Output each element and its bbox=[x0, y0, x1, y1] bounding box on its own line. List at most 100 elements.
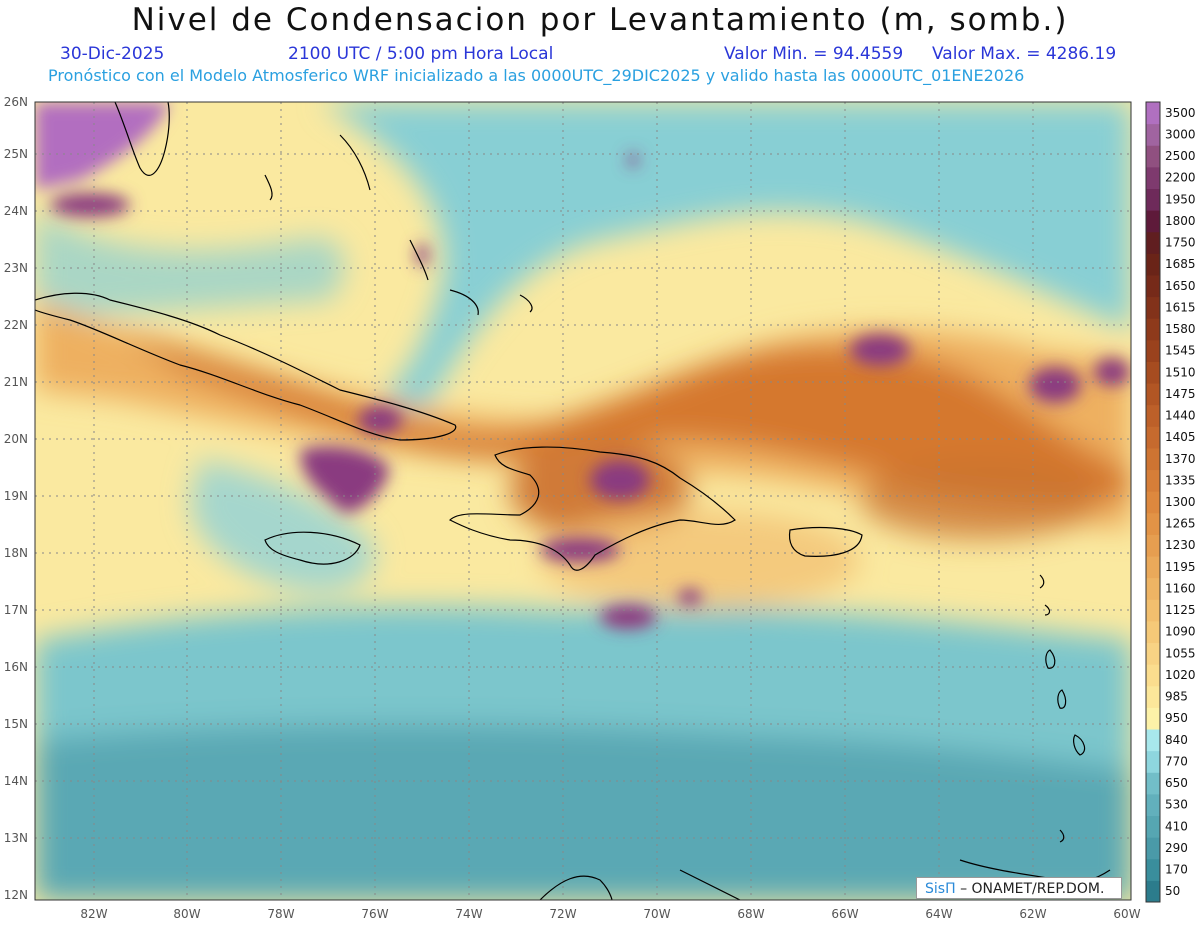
lon-tick: 70W bbox=[643, 907, 670, 921]
colorbar-swatch bbox=[1146, 123, 1160, 146]
lat-axis-labels: 12N 13N 14N 15N 16N 17N 18N 19N 20N 21N … bbox=[4, 95, 28, 902]
colorbar-swatch bbox=[1146, 512, 1160, 535]
colorbar-swatch bbox=[1146, 815, 1160, 838]
colorbar-label: 1685 bbox=[1165, 257, 1196, 271]
colorbar-swatch bbox=[1146, 253, 1160, 276]
puerto-rico-coast bbox=[788, 526, 863, 557]
colorbar-swatch bbox=[1146, 793, 1160, 817]
colorbar-swatch bbox=[1146, 534, 1160, 557]
lon-tick: 76W bbox=[361, 907, 388, 921]
colorbar-swatch bbox=[1146, 750, 1160, 773]
colorbar-label: 2500 bbox=[1165, 149, 1196, 163]
colorbar-label: 950 bbox=[1165, 711, 1188, 725]
lon-tick: 78W bbox=[267, 907, 294, 921]
lat-tick: 26N bbox=[4, 95, 28, 109]
colorbar-label: 2200 bbox=[1165, 171, 1196, 185]
colorbar-label: 1650 bbox=[1165, 279, 1196, 293]
colorbar-label: 1750 bbox=[1165, 236, 1196, 250]
credit-box: SisΠ – ONAMET/REP.DOM. bbox=[916, 877, 1122, 899]
jamaica-coast bbox=[264, 531, 361, 565]
colorbar-label: 1300 bbox=[1165, 495, 1196, 509]
lon-tick: 64W bbox=[925, 907, 952, 921]
hispaniola-coast bbox=[448, 446, 736, 571]
colorbar-label: 1580 bbox=[1165, 322, 1196, 336]
lon-tick: 80W bbox=[173, 907, 200, 921]
colorbar-label: 1545 bbox=[1165, 344, 1196, 358]
lat-tick: 13N bbox=[4, 831, 28, 845]
lon-tick: 60W bbox=[1113, 907, 1140, 921]
lat-tick: 20N bbox=[4, 432, 28, 446]
colorbar-swatch bbox=[1146, 577, 1160, 600]
colorbar-swatch bbox=[1146, 491, 1160, 514]
sispi-logo: SisΠ bbox=[925, 881, 956, 897]
colorbar-label: 170 bbox=[1165, 863, 1188, 877]
colorbar-label: 50 bbox=[1165, 884, 1180, 898]
cuba-coast bbox=[35, 292, 457, 441]
colorbar-swatch bbox=[1146, 296, 1160, 319]
colorbar-swatch bbox=[1146, 469, 1160, 492]
colorbar-label: 1475 bbox=[1165, 387, 1196, 401]
colorbar-swatch bbox=[1146, 426, 1160, 449]
colorbar-swatch bbox=[1146, 102, 1160, 125]
colorbar-swatch bbox=[1146, 642, 1160, 665]
lat-tick: 18N bbox=[4, 546, 28, 560]
colorbar-label: 650 bbox=[1165, 776, 1188, 790]
lat-tick: 15N bbox=[4, 717, 28, 731]
colorbar-swatch bbox=[1146, 231, 1160, 254]
lat-tick: 24N bbox=[4, 204, 28, 218]
colorbar-label: 1090 bbox=[1165, 625, 1196, 639]
lat-tick: 14N bbox=[4, 774, 28, 788]
florida-coast bbox=[114, 102, 170, 176]
lon-tick: 62W bbox=[1019, 907, 1046, 921]
colorbar-swatch bbox=[1146, 685, 1160, 708]
plot-frame bbox=[34, 101, 1132, 901]
colorbar-label: 985 bbox=[1165, 690, 1188, 704]
colorbar-label: 1405 bbox=[1165, 430, 1196, 444]
colorbar-swatch bbox=[1146, 729, 1160, 752]
chart-title: Nivel de Condensacion por Levantamiento … bbox=[131, 2, 1069, 38]
lon-tick: 66W bbox=[831, 907, 858, 921]
colorbar-swatch bbox=[1146, 707, 1160, 730]
colorbar-label: 410 bbox=[1165, 819, 1188, 833]
colorbar-label: 1125 bbox=[1165, 603, 1196, 617]
colorbar-swatch bbox=[1146, 339, 1160, 362]
lat-tick: 21N bbox=[4, 375, 28, 389]
colorbar: 50 170 290 410 530 650 770 840 950 985 1020 1055 109… bbox=[1145, 101, 1196, 903]
colorbar-swatch bbox=[1146, 404, 1160, 427]
colorbar-label: 1615 bbox=[1165, 300, 1196, 314]
shaded-field bbox=[35, 102, 1131, 900]
lon-axis-labels: 82W 80W 78W 76W 74W 72W 70W 68W 66W 64W … bbox=[80, 907, 1140, 921]
credit-text: – ONAMET/REP.DOM. bbox=[960, 881, 1105, 897]
colorbar-swatch bbox=[1146, 772, 1160, 795]
min-value-label: Valor Min. = 94.4559 bbox=[724, 44, 904, 64]
colorbar-swatch bbox=[1146, 599, 1160, 622]
colorbar-label: 3500 bbox=[1165, 106, 1196, 120]
lat-tick: 22N bbox=[4, 318, 28, 332]
colorbar-label: 1195 bbox=[1165, 560, 1196, 574]
lon-tick: 74W bbox=[455, 907, 482, 921]
colorbar-swatch bbox=[1146, 383, 1160, 406]
lat-tick: 17N bbox=[4, 603, 28, 617]
colorbar-label: 1160 bbox=[1165, 581, 1196, 595]
colorbar-frame bbox=[1145, 101, 1161, 903]
colorbar-swatch bbox=[1146, 858, 1160, 881]
colorbar-label: 1800 bbox=[1165, 214, 1196, 228]
colorbar-swatch bbox=[1146, 664, 1160, 687]
colorbar-swatch bbox=[1146, 447, 1160, 471]
colorbar-swatch bbox=[1146, 620, 1160, 644]
colorbar-label: 1020 bbox=[1165, 668, 1196, 682]
lon-tick: 82W bbox=[80, 907, 107, 921]
lat-tick: 12N bbox=[4, 888, 28, 902]
colorbar-label: 1440 bbox=[1165, 409, 1196, 423]
lon-tick: 72W bbox=[549, 907, 576, 921]
colorbar-label: 840 bbox=[1165, 733, 1188, 747]
colorbar-label: 3000 bbox=[1165, 127, 1196, 141]
model-subtitle: Pronóstico con el Modelo Atmosferico WRF… bbox=[48, 66, 1025, 85]
lat-tick: 25N bbox=[4, 147, 28, 161]
colorbar-label: 770 bbox=[1165, 754, 1188, 768]
lat-tick: 23N bbox=[4, 261, 28, 275]
colorbar-label: 1335 bbox=[1165, 473, 1196, 487]
colorbar-swatch bbox=[1146, 274, 1160, 298]
colorbar-swatch bbox=[1146, 210, 1160, 233]
colorbar-swatch bbox=[1146, 880, 1160, 903]
